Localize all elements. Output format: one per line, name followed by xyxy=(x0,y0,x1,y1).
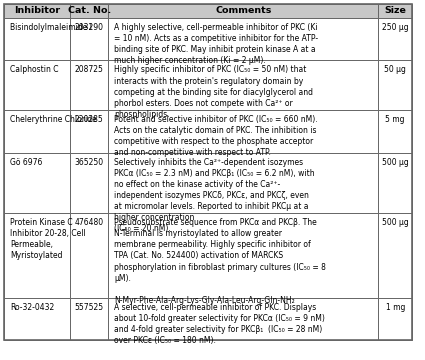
Text: A highly selective, cell-permeable inhibitor of PKC (Ki
= 10 nM). Acts as a comp: A highly selective, cell-permeable inhib… xyxy=(114,23,318,65)
Bar xyxy=(108,153,378,213)
Text: 1 mg: 1 mg xyxy=(385,303,405,312)
Bar xyxy=(70,18,108,60)
Text: Size: Size xyxy=(384,6,406,15)
Text: Gö 6976: Gö 6976 xyxy=(10,158,43,167)
Text: 476480: 476480 xyxy=(75,218,104,227)
Bar xyxy=(108,298,378,340)
Bar xyxy=(4,60,70,110)
Text: 365250: 365250 xyxy=(75,158,104,167)
Bar xyxy=(378,4,412,18)
Text: 220285: 220285 xyxy=(75,115,104,124)
Text: Bisindolylmaleimide I: Bisindolylmaleimide I xyxy=(10,23,92,32)
Bar xyxy=(378,60,412,110)
Bar xyxy=(378,153,412,213)
Bar xyxy=(108,4,378,18)
Text: 203290: 203290 xyxy=(75,23,104,32)
Text: Inhibitor: Inhibitor xyxy=(14,6,60,15)
Bar xyxy=(378,298,412,340)
Bar xyxy=(70,110,108,153)
Text: 50 μg: 50 μg xyxy=(384,66,406,75)
Text: Ro-32-0432: Ro-32-0432 xyxy=(10,303,54,312)
Text: 557525: 557525 xyxy=(75,303,104,312)
Bar xyxy=(4,110,70,153)
Bar xyxy=(70,298,108,340)
Bar xyxy=(378,213,412,298)
Text: Potent and selective inhibitor of PKC (IC₅₀ = 660 nM).
Acts on the catalytic dom: Potent and selective inhibitor of PKC (I… xyxy=(114,115,318,157)
Text: Highly specific inhibitor of PKC (IC₅₀ = 50 nM) that
interacts with the protein': Highly specific inhibitor of PKC (IC₅₀ =… xyxy=(114,66,313,119)
Text: Pseudosubstrate sequence from PKCα and PKCβ. The
N-Terminal is myristoylated to : Pseudosubstrate sequence from PKCα and P… xyxy=(114,218,326,305)
Bar xyxy=(108,110,378,153)
Text: 250 μg: 250 μg xyxy=(382,23,408,32)
Bar xyxy=(70,4,108,18)
Bar xyxy=(4,153,70,213)
Bar xyxy=(108,213,378,298)
Text: Cat. No.: Cat. No. xyxy=(68,6,111,15)
Bar xyxy=(4,213,70,298)
Bar xyxy=(378,110,412,153)
Bar xyxy=(108,60,378,110)
Bar xyxy=(4,18,70,60)
Text: Comments: Comments xyxy=(215,6,272,15)
Text: Protein Kinase C
Inhibitor 20-28, Cell
Permeable,
Myristoylated: Protein Kinase C Inhibitor 20-28, Cell P… xyxy=(10,218,86,260)
Text: 208725: 208725 xyxy=(75,66,104,75)
Bar xyxy=(70,153,108,213)
Text: A selective, cell-permeable inhibitor of PKC. Displays
about 10-fold greater sel: A selective, cell-permeable inhibitor of… xyxy=(114,303,325,345)
Bar xyxy=(4,4,70,18)
Bar xyxy=(70,213,108,298)
Bar xyxy=(4,298,70,340)
Bar xyxy=(378,18,412,60)
Text: 5 mg: 5 mg xyxy=(385,115,405,124)
Text: Chelerythrine Chloride: Chelerythrine Chloride xyxy=(10,115,97,124)
Text: Calphostin C: Calphostin C xyxy=(10,66,59,75)
Text: Selectively inhibits the Ca²⁺-dependent isozymes
PKCα (IC₅₀ = 2.3 nM) and PKCβ₁ : Selectively inhibits the Ca²⁺-dependent … xyxy=(114,158,315,233)
Text: 500 μg: 500 μg xyxy=(382,158,408,167)
Text: 500 μg: 500 μg xyxy=(382,218,408,227)
Bar xyxy=(70,60,108,110)
Bar xyxy=(108,18,378,60)
